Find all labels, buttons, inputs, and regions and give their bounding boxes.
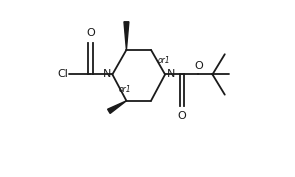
Text: N: N [166, 69, 175, 79]
Text: N: N [103, 69, 111, 79]
Text: Cl: Cl [57, 69, 68, 79]
Text: O: O [177, 111, 186, 121]
Text: or1: or1 [157, 56, 170, 65]
Text: O: O [194, 61, 203, 71]
Polygon shape [108, 101, 127, 113]
Text: O: O [86, 28, 95, 38]
Text: or1: or1 [119, 85, 131, 94]
Polygon shape [124, 22, 129, 50]
